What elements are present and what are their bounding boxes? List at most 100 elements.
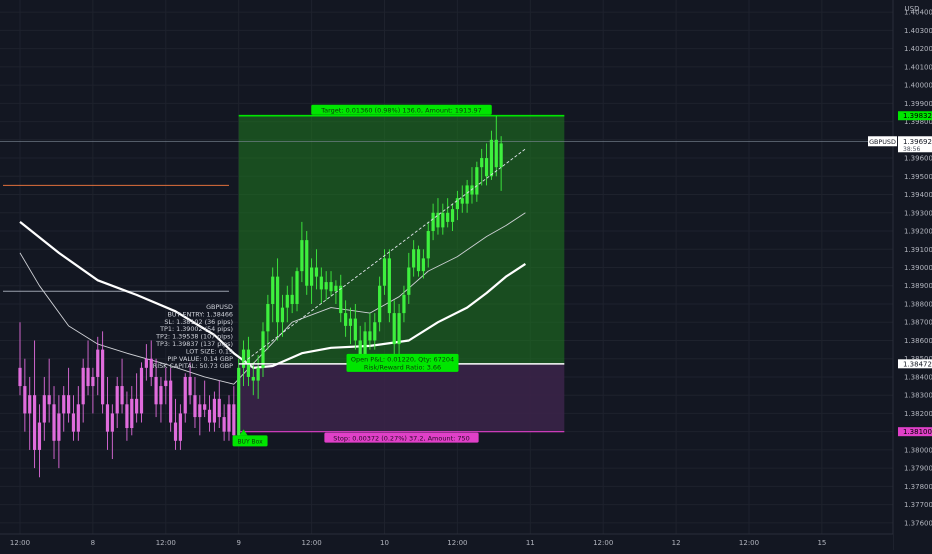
candle[interactable]	[227, 395, 231, 441]
candle[interactable]	[470, 167, 474, 204]
candle[interactable]	[441, 203, 445, 235]
candle[interactable]	[344, 300, 348, 337]
candle[interactable]	[188, 362, 192, 405]
candle[interactable]	[494, 116, 498, 177]
candle[interactable]	[23, 358, 27, 432]
candle[interactable]	[378, 276, 382, 332]
candle[interactable]	[159, 376, 163, 423]
candle[interactable]	[217, 380, 221, 429]
candle[interactable]	[310, 258, 314, 304]
candle[interactable]	[144, 344, 148, 381]
candle[interactable]	[489, 130, 494, 180]
candle[interactable]	[450, 203, 455, 232]
candle[interactable]	[212, 391, 216, 432]
price-label[interactable]: 1.39832	[898, 111, 932, 121]
candle[interactable]	[280, 294, 285, 337]
loss-zone[interactable]	[238, 363, 565, 432]
candle[interactable]	[37, 404, 42, 478]
candle[interactable]	[47, 358, 51, 423]
candle[interactable]	[382, 249, 387, 295]
candle[interactable]	[62, 386, 66, 432]
candle[interactable]	[125, 391, 129, 441]
candle[interactable]	[295, 267, 299, 312]
candle[interactable]	[81, 358, 85, 423]
candle[interactable]	[135, 373, 139, 423]
candle[interactable]	[42, 376, 46, 441]
buy-marker[interactable]: BUY Box	[232, 429, 268, 447]
candle[interactable]	[348, 307, 353, 345]
candle[interactable]	[421, 249, 425, 279]
candle[interactable]	[397, 303, 401, 356]
trend-line[interactable]	[243, 148, 526, 363]
candle[interactable]	[57, 395, 61, 469]
target-label[interactable]: Target: 0.01360 (0.98%) 136.0, Amount: 1…	[311, 104, 492, 115]
candle[interactable]	[431, 203, 435, 241]
candle[interactable]	[290, 276, 294, 314]
candle[interactable]	[149, 340, 153, 387]
candle[interactable]	[52, 386, 56, 460]
candle[interactable]	[499, 136, 503, 191]
candle[interactable]	[339, 274, 343, 323]
candle[interactable]	[324, 271, 328, 301]
candle[interactable]	[232, 386, 236, 439]
candle[interactable]	[392, 300, 396, 359]
candle[interactable]	[353, 303, 357, 350]
candle[interactable]	[314, 249, 319, 290]
candle[interactable]	[329, 271, 333, 297]
candle[interactable]	[387, 249, 391, 323]
candle[interactable]	[266, 294, 270, 350]
candle[interactable]	[407, 252, 411, 304]
candle[interactable]	[28, 376, 32, 450]
candle[interactable]	[193, 376, 197, 429]
candle[interactable]	[18, 322, 22, 396]
candle[interactable]	[251, 362, 255, 396]
candle[interactable]	[110, 404, 114, 460]
candle[interactable]	[130, 386, 134, 436]
candle[interactable]	[256, 355, 260, 399]
candle[interactable]	[285, 285, 289, 323]
candle[interactable]	[275, 258, 280, 341]
profit-zone[interactable]	[238, 115, 565, 364]
candle[interactable]	[76, 386, 80, 441]
price-label[interactable]: 1.38100	[898, 427, 932, 437]
candle[interactable]	[203, 380, 207, 418]
candle[interactable]	[178, 404, 182, 450]
candle[interactable]	[173, 398, 178, 450]
candle[interactable]	[169, 367, 173, 432]
candle[interactable]	[67, 367, 71, 423]
candle[interactable]	[120, 358, 124, 414]
candle[interactable]	[139, 362, 144, 423]
candle[interactable]	[484, 143, 489, 186]
candle[interactable]	[101, 331, 105, 414]
candle[interactable]	[412, 240, 416, 277]
candle[interactable]	[446, 198, 450, 228]
candle[interactable]	[32, 340, 37, 469]
candle[interactable]	[96, 336, 100, 396]
candle[interactable]	[475, 161, 479, 202]
pnl-label[interactable]: Open P&L: 0.01220, Qty: 67204Risk/Reward…	[346, 353, 459, 372]
candle[interactable]	[198, 395, 202, 436]
candle[interactable]	[402, 285, 406, 323]
candle[interactable]	[237, 358, 241, 441]
candle[interactable]	[300, 221, 304, 283]
candle[interactable]	[480, 148, 484, 186]
candle[interactable]	[373, 313, 377, 350]
candle[interactable]	[86, 340, 90, 396]
candle[interactable]	[261, 322, 265, 377]
candle[interactable]	[71, 395, 76, 441]
candle[interactable]	[305, 231, 309, 295]
candle[interactable]	[465, 179, 469, 213]
candle[interactable]	[416, 245, 421, 277]
candle[interactable]	[271, 267, 275, 323]
candle[interactable]	[368, 313, 372, 350]
candle[interactable]	[319, 267, 323, 304]
candle[interactable]	[105, 376, 110, 450]
stop-label[interactable]: Stop: 0.00372 (0.27%) 37.2, Amount: 750	[324, 432, 479, 443]
price-label[interactable]: 1.38472	[898, 359, 932, 369]
candle[interactable]	[426, 221, 430, 268]
candle[interactable]	[436, 198, 440, 235]
candle[interactable]	[207, 395, 212, 432]
